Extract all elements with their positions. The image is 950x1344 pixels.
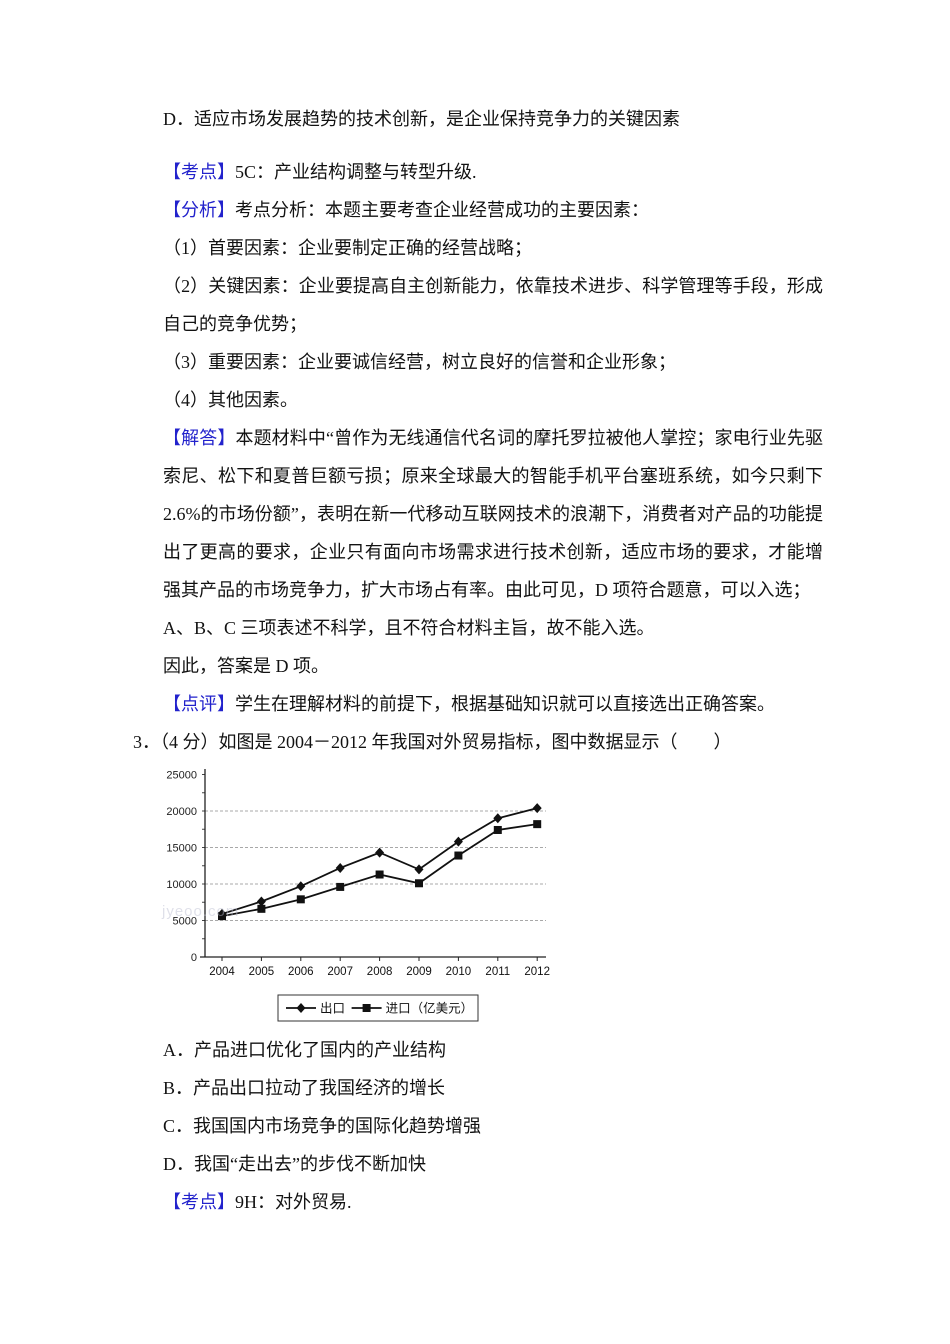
svg-text:0: 0	[191, 952, 197, 964]
option-a: A．产品进口优化了国内的产业结构	[163, 1031, 823, 1069]
option-text: 我国“走出去”的步伐不断加快	[194, 1154, 426, 1174]
option-key: B．	[163, 1078, 194, 1098]
svg-text:2012: 2012	[524, 966, 550, 978]
svg-text:20000: 20000	[166, 806, 197, 818]
factor-primary: （1）首要因素：企业要制定正确的经营战略；	[163, 229, 823, 267]
option-b: B．产品出口拉动了我国经济的增长	[163, 1069, 823, 1107]
svg-text:10000: 10000	[166, 879, 197, 891]
paragraph-text: 因此，答案是 D 项。	[163, 656, 329, 676]
factor-important: （3）重要因素：企业要诚信经营，树立良好的信誉和企业形象；	[163, 343, 823, 381]
kaodian-9h: 【考点】9H：对外贸易.	[163, 1183, 823, 1221]
abc-analysis: A、B、C 三项表述不科学，且不符合材料主旨，故不能入选。	[163, 609, 823, 647]
paragraph-text: 考点分析：本题主要考查企业经营成功的主要因素：	[235, 200, 649, 220]
option-text: 产品出口拉动了我国经济的增长	[193, 1078, 446, 1098]
factor-other: （4）其他因素。	[163, 381, 823, 419]
svg-text:2007: 2007	[327, 966, 353, 978]
kaodian-5c: 【考点】5C：产业结构调整与转型升级.	[163, 153, 823, 191]
fenxi: 【分析】考点分析：本题主要考查企业经营成功的主要因素：	[163, 191, 823, 229]
option-text: 我国国内市场竞争的国际化趋势增强	[193, 1116, 482, 1136]
svg-text:出口: 出口	[320, 1002, 345, 1016]
paragraph-text: （4）其他因素。	[163, 390, 298, 410]
svg-text:5000: 5000	[173, 916, 197, 928]
paragraph-text: 本题材料中“曾作为无线通信代名词的摩托罗拉被他人掌控；家电行业先驱索尼、松下和夏…	[163, 428, 823, 600]
paragraph-text: （3）重要因素：企业要诚信经营，树立良好的信誉和企业形象；	[163, 352, 676, 372]
jieda: 【解答】本题材料中“曾作为无线通信代名词的摩托罗拉被他人掌控；家电行业先驱索尼、…	[163, 419, 823, 609]
section-label: 【考点】	[163, 162, 235, 182]
section-label: 【点评】	[163, 694, 235, 714]
svg-text:15000: 15000	[166, 843, 197, 855]
svg-text:2006: 2006	[288, 966, 314, 978]
svg-text:2010: 2010	[446, 966, 472, 978]
option-d: D．我国“走出去”的步伐不断加快	[163, 1145, 823, 1183]
question-text: 3．（4 分）如图是 2004－2012 年我国对外贸易指标，图中数据显示（ ）	[133, 732, 732, 752]
section-label: 【分析】	[163, 200, 235, 220]
option-key: A．	[163, 1040, 194, 1060]
option-text: 产品进口优化了国内的产业结构	[194, 1040, 446, 1060]
section-label: 【考点】	[163, 1192, 235, 1212]
factor-key: （2）关键因素：企业要提高自主创新能力，依靠技术进步、科学管理等手段，形成自己的…	[163, 267, 823, 343]
conclusion: 因此，答案是 D 项。	[163, 647, 823, 685]
svg-text:进口（亿美元）: 进口（亿美元）	[386, 1001, 474, 1016]
paragraph-text: A、B、C 三项表述不科学，且不符合材料主旨，故不能入选。	[163, 618, 655, 638]
dianping: 【点评】学生在理解材料的前提下，根据基础知识就可以直接选出正确答案。	[163, 685, 823, 723]
option-c: C．我国国内市场竞争的国际化趋势增强	[163, 1107, 823, 1145]
trade-chart-svg: 0 5000 10000 15000 20000 25000 2004 2005 2006 200…	[166, 769, 550, 1022]
option-key: D．	[163, 1154, 194, 1174]
section-label: 【解答】	[163, 428, 236, 448]
svg-text:25000: 25000	[166, 770, 197, 782]
trade-chart: jyeoo.com 0 5000 10000 15000 20000 25000 2004 2…	[160, 767, 590, 1029]
document-page: D．适应市场发展趋势的技术创新，是企业保持竞争力的关键因素 【考点】5C：产业结…	[133, 100, 823, 1221]
option-key: C．	[163, 1116, 194, 1136]
watermark: jyeoo.com	[162, 903, 240, 920]
paragraph-text: 9H：对外贸易.	[235, 1192, 352, 1212]
svg-text:2009: 2009	[406, 966, 432, 978]
svg-text:2011: 2011	[485, 966, 510, 978]
paragraph-text: （2）关键因素：企业要提高自主创新能力，依靠技术进步、科学管理等手段，形成自己的…	[163, 276, 823, 334]
svg-text:2008: 2008	[367, 966, 393, 978]
paragraph-text: D．适应市场发展趋势的技术创新，是企业保持竞争力的关键因素	[163, 109, 680, 129]
question-3: 3．（4 分）如图是 2004－2012 年我国对外贸易指标，图中数据显示（ ）	[133, 723, 823, 761]
prev-question-option-d: D．适应市场发展趋势的技术创新，是企业保持竞争力的关键因素	[163, 100, 823, 138]
paragraph-text: 学生在理解材料的前提下，根据基础知识就可以直接选出正确答案。	[235, 694, 775, 714]
paragraph-text: 5C：产业结构调整与转型升级.	[235, 162, 477, 182]
svg-text:2005: 2005	[249, 966, 275, 978]
paragraph-text: （1）首要因素：企业要制定正确的经营战略；	[163, 238, 532, 258]
svg-text:2004: 2004	[209, 966, 235, 978]
